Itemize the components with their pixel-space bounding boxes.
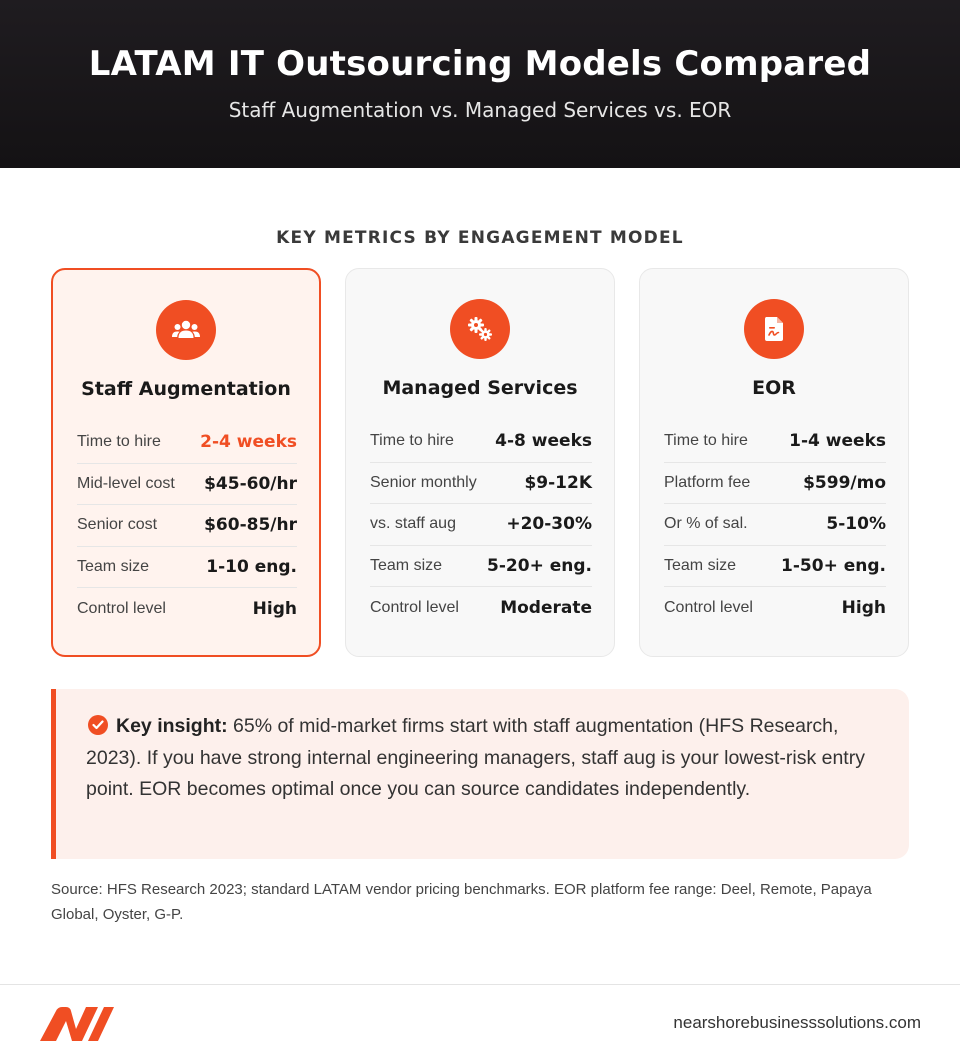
metric-label: Mid-level cost [77,474,175,492]
section-heading: KEY METRICS BY ENGAGEMENT MODEL [276,228,684,248]
metric-row: Time to hire 2-4 weeks [77,422,297,464]
metric-label: Senior cost [77,516,158,534]
metric-label: Time to hire [664,432,748,450]
document-icon [744,299,804,359]
card-title: EOR [752,377,796,399]
metric-value: 4-8 weeks [495,431,592,452]
people-icon [156,300,216,360]
metric-label: Team size [370,557,443,575]
metric-row: Team size 1-10 eng. [77,547,297,589]
metric-row: Control level High [664,587,886,629]
metric-row: vs. staff aug +20-30% [370,504,592,546]
model-cards: Staff Augmentation Time to hire 2-4 week… [51,268,909,658]
metric-value: 1-10 eng. [206,557,297,578]
insight-label: Key insight: [116,715,228,737]
card-title: Managed Services [382,377,578,399]
metric-value: $60-85/hr [204,515,297,536]
metric-label: Time to hire [77,433,161,451]
metric-label: Or % of sal. [664,515,748,533]
metric-row: Platform fee $599/mo [664,463,886,505]
metric-value: $599/mo [803,472,886,493]
metric-label: Control level [664,599,753,617]
metric-label: Senior monthly [370,473,477,491]
metric-row: Team size 1-50+ eng. [664,546,886,588]
page-subtitle: Staff Augmentation vs. Managed Services … [228,98,732,122]
metric-value: High [841,598,886,619]
metric-row: Or % of sal. 5-10% [664,504,886,546]
metric-value: +20-30% [506,514,592,535]
metric-row: Control level Moderate [370,587,592,629]
metric-list: Time to hire 1-4 weeks Platform fee $599… [664,421,886,629]
metric-label: Control level [77,600,166,618]
metric-row: Mid-level cost $45-60/hr [77,464,297,506]
metric-row: Senior cost $60-85/hr [77,505,297,547]
metric-label: Time to hire [370,432,454,450]
footer-divider [0,984,960,985]
metric-value: Moderate [500,598,592,619]
insight-body: 65% of mid-market firms start with staff… [86,715,865,800]
brand-logo [38,1003,116,1043]
metric-label: Platform fee [664,473,751,491]
metric-list: Time to hire 2-4 weeks Mid-level cost $4… [77,422,297,630]
metric-label: Team size [77,558,150,576]
metric-label: Control level [370,599,459,617]
metric-list: Time to hire 4-8 weeks Senior monthly $9… [370,421,592,629]
key-insight-callout: Key insight: 65% of mid-market firms sta… [51,689,909,859]
metric-value: 5-20+ eng. [487,556,592,577]
metric-value: $9-12K [524,472,592,493]
card-staff-augmentation: Staff Augmentation Time to hire 2-4 week… [51,268,321,657]
metric-value: 2-4 weeks [200,432,297,453]
metric-label: Team size [664,557,737,575]
metric-row: Control level High [77,588,297,630]
metric-row: Team size 5-20+ eng. [370,546,592,588]
metric-value: 1-4 weeks [789,431,886,452]
check-circle-icon [88,715,108,735]
card-managed-services: Managed Services Time to hire 4-8 weeks … [345,268,615,657]
header-banner: LATAM IT Outsourcing Models Compared Sta… [0,0,960,168]
metric-value: 1-50+ eng. [781,556,886,577]
insight-text: Key insight: 65% of mid-market firms sta… [86,711,869,806]
metric-value: $45-60/hr [204,473,297,494]
metric-label: vs. staff aug [370,515,456,533]
page-title: LATAM IT Outsourcing Models Compared [88,44,872,84]
card-title: Staff Augmentation [81,378,291,400]
metric-row: Time to hire 4-8 weeks [370,421,592,463]
metric-row: Time to hire 1-4 weeks [664,421,886,463]
gears-icon [450,299,510,359]
metric-row: Senior monthly $9-12K [370,463,592,505]
source-note: Source: HFS Research 2023; standard LATA… [51,881,872,923]
metric-value: High [252,599,297,620]
card-eor: EOR Time to hire 1-4 weeks Platform fee … [639,268,909,657]
footer-website[interactable]: nearshorebusinesssolutions.com [673,1013,921,1032]
metric-value: 5-10% [826,514,886,535]
